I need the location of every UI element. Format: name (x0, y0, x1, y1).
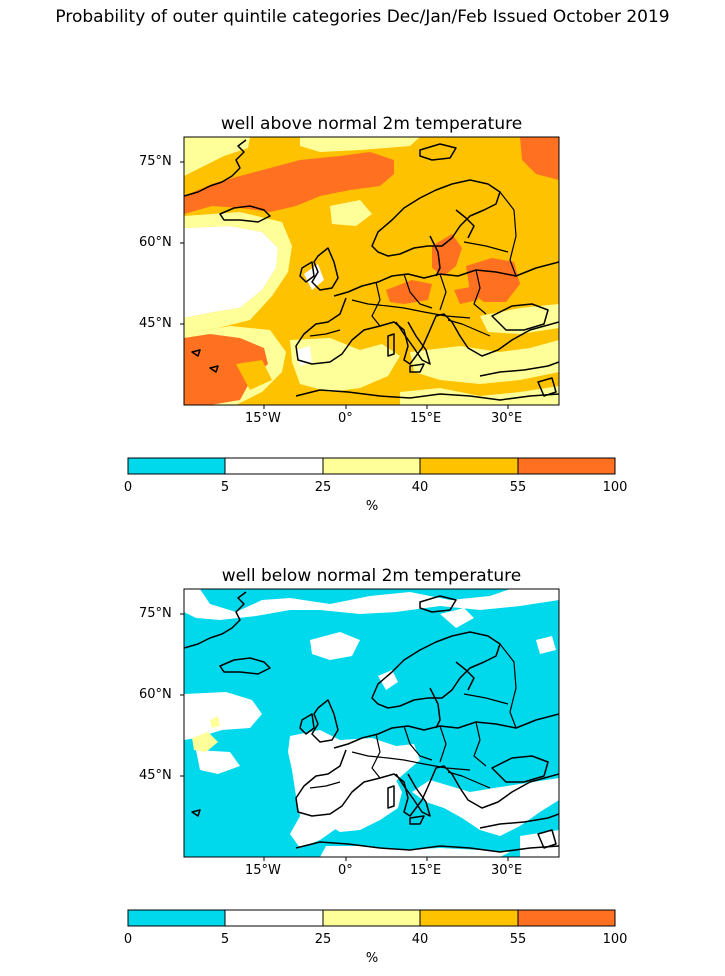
lat-label-60n: 60°N (139, 235, 172, 250)
panel-title-above: well above normal 2m temperature (220, 114, 523, 134)
lat-label-60n: 60°N (139, 687, 172, 702)
colorbar-tick-label: 40 (411, 932, 429, 947)
probability-field-above (184, 137, 559, 405)
colorbar-swatch-5-25 (225, 458, 323, 474)
colorbar-tick-label: 0 (123, 932, 133, 947)
colorbar-below (127, 909, 616, 927)
lat-label-75n: 75°N (139, 606, 172, 621)
colorbar-swatch-0-5 (128, 458, 225, 474)
colorbar-swatch-40-55 (420, 458, 518, 474)
map-frame-above (183, 136, 560, 406)
colorbar-tick-label: 100 (602, 480, 628, 495)
lon-label-30e: 30°E (491, 411, 523, 426)
lon-label-15w: 15°W (245, 411, 281, 426)
axis-ticks-below (180, 613, 509, 861)
colorbar-swatch-55-100 (518, 910, 615, 926)
coastlines-above (184, 139, 559, 401)
colorbar-tick-label: 25 (314, 480, 332, 495)
lon-label-30e: 30°E (491, 863, 523, 878)
colorbar-swatch-25-40 (323, 458, 420, 474)
lon-label-15w: 15°W (245, 863, 281, 878)
colorbar-unit-label: % (365, 499, 379, 514)
colorbar-tick-label: 55 (509, 480, 527, 495)
colorbar-tick-label: 5 (220, 480, 230, 495)
figure-title: Probability of outer quintile categories… (55, 7, 670, 27)
colorbar-swatch-40-55 (420, 910, 518, 926)
lon-label-15e: 15°E (410, 411, 442, 426)
colorbar-swatch-0-5 (128, 910, 225, 926)
colorbar-tick-label: 5 (220, 932, 230, 947)
colorbar-tick-label: 100 (602, 932, 628, 947)
coastlines-below (184, 591, 559, 853)
lon-label-0: 0° (338, 863, 353, 878)
lon-label-15e: 15°E (410, 863, 442, 878)
colorbar-swatch-55-100 (518, 458, 615, 474)
lon-label-0: 0° (338, 411, 353, 426)
colorbar-swatch-25-40 (323, 910, 420, 926)
lat-label-45n: 45°N (139, 768, 172, 783)
lat-label-45n: 45°N (139, 316, 172, 331)
colorbar-tick-label: 25 (314, 932, 332, 947)
map-frame-below (183, 588, 560, 858)
panel-title-below: well below normal 2m temperature (221, 566, 522, 586)
lat-label-75n: 75°N (139, 154, 172, 169)
colorbar-tick-label: 0 (123, 480, 133, 495)
colorbar-tick-label: 40 (411, 480, 429, 495)
probability-field-below (184, 589, 559, 857)
colorbar-swatch-5-25 (225, 910, 323, 926)
axis-ticks-above (180, 161, 509, 409)
colorbar-unit-label: % (365, 951, 379, 966)
colorbar-tick-label: 55 (509, 932, 527, 947)
colorbar-above (127, 457, 616, 475)
